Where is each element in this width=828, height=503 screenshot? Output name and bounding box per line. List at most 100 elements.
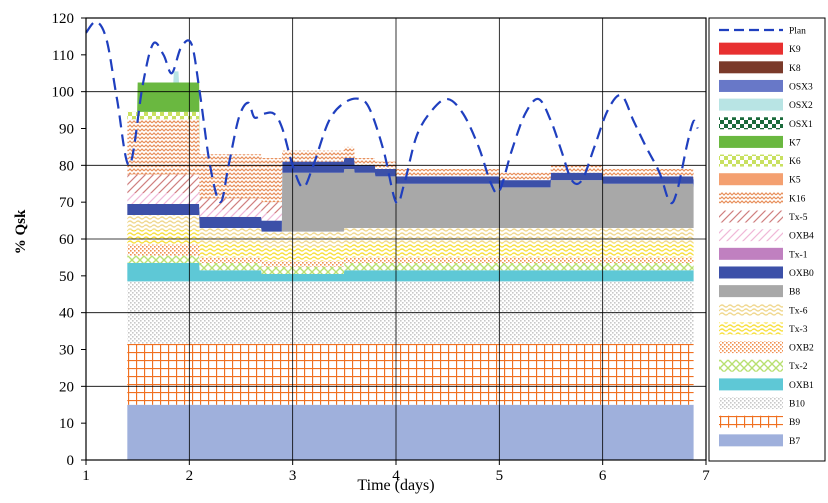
y-tick-label: 80 [59,158,74,174]
legend-entry-oxb0: OXB0 [719,266,814,279]
y-axis-label: % Qsk [13,209,29,254]
area-tx-6 [127,215,694,247]
legend-entry-tx-6: Tx-6 [719,303,808,316]
legend-label: OSX2 [789,101,813,111]
legend-swatch-b9 [719,415,783,428]
legend-entry-oxb1: OXB1 [719,378,814,391]
y-tick-label: 10 [59,416,74,432]
y-tick-label: 20 [59,379,74,395]
axes [81,17,707,465]
x-tick-label: 1 [82,468,90,484]
area-k6 [127,111,694,173]
legend-swatch-k5 [719,173,783,186]
legend-entry-oxb2: OXB2 [719,341,814,354]
area-tx-2 [127,255,694,274]
x-tick-label: 3 [289,468,297,484]
legend-entry-k7: K7 [719,135,801,148]
area-k16 [127,119,694,203]
legend-swatch-b10 [719,397,783,410]
legend-label: K5 [789,176,801,186]
legend-label: OXB2 [789,344,814,354]
legend-swatch-osx2 [719,98,783,111]
plan-line-layer [85,20,699,205]
legend-label: K6 [789,157,801,167]
legend-entry-b7: B7 [719,434,800,447]
legend-label: K9 [789,45,801,55]
legend-entry-tx-5: Tx-5 [719,210,808,223]
legend-entry-b8: B8 [719,285,800,298]
legend-entry-osx1: OSX1 [719,117,813,130]
legend-swatch-k16 [719,191,783,204]
legend-label: Tx-6 [789,306,808,316]
legend-swatch-b8 [719,285,783,298]
legend-swatch-tx-5 [719,210,783,223]
area-b7 [127,404,694,460]
legend-swatch-oxb4 [719,229,783,242]
y-tick-label: 0 [67,453,75,469]
y-tick-label: 40 [59,306,74,322]
tick-labels: 0 10 20 30 40 50 60 70 80 90 100 110 120 1 2 3 4 5 6 7 [52,11,711,484]
legend-swatch-tx-1 [719,247,783,260]
legend-swatch-k7 [719,135,783,148]
area-b8 [127,169,694,232]
area-oxb1 [127,262,694,282]
legend-entry-osx3: OSX3 [719,79,813,92]
x-tick-label: 5 [496,468,504,484]
legend-swatch-k6 [719,154,783,167]
y-tick-label: 90 [59,122,74,138]
legend-label: OXB0 [789,269,814,279]
area-oxb0 [127,157,694,232]
legend-swatch-oxb0 [719,266,783,279]
legend-entry-tx-2: Tx-2 [719,359,808,372]
legend-entry-plan: Plan [719,27,806,37]
legend-entry-osx2: OSX2 [719,98,813,111]
legend-swatch-oxb1 [719,378,783,391]
legend-label: OSX3 [789,82,813,92]
legend-swatch-tx-2 [719,359,783,372]
area-tx-3 [127,229,694,262]
x-tick-label: 6 [599,468,607,484]
legend-swatch-oxb2 [719,341,783,354]
legend-label: B8 [789,288,800,298]
legend-label: B10 [789,400,805,410]
legend-label: K16 [789,194,806,204]
legend-label: Plan [789,27,806,37]
legend-swatch-osx3 [719,79,783,92]
legend-label: K7 [789,138,801,148]
stacked-areas [127,71,694,460]
x-tick-label: 4 [392,468,400,484]
legend-label: K8 [789,64,801,74]
legend-entry-b10: B10 [719,397,805,410]
y-tick-label: 110 [52,48,74,64]
legend-label: Tx-2 [789,362,808,372]
y-tick-label: 100 [52,85,75,101]
legend-entry-tx-3: Tx-3 [719,322,808,335]
legend-label: OSX1 [789,120,813,130]
legend-entry-tx-1: Tx-1 [719,247,808,260]
area-oxb2 [127,244,694,267]
area-b9 [127,343,694,405]
legend-label: B7 [789,437,800,447]
y-tick-label: 30 [59,343,74,359]
legend-swatch-b7 [719,434,783,447]
legend-entry-k9: K9 [719,42,801,55]
x-axis-label: Time (days) [357,477,434,494]
legend-entry-k8: K8 [719,61,801,74]
y-tick-label: 50 [59,269,74,285]
legend-entry-k16: K16 [719,191,806,204]
legend-entry-b9: B9 [719,415,800,428]
plan-line [85,20,699,205]
legend-label: Tx-3 [789,325,808,335]
legend-label: B9 [789,418,800,428]
legend-swatch-osx1 [719,117,783,130]
legend-label: Tx-5 [789,213,808,223]
legend-entry-k6: K6 [719,154,801,167]
legend-label: Tx-1 [789,250,808,260]
legend-swatch-k8 [719,61,783,74]
legend-swatch-tx-3 [719,322,783,335]
legend-entry-k5: K5 [719,173,801,186]
y-tick-label: 70 [59,195,74,211]
legend-entry-oxb4: OXB4 [719,229,814,242]
